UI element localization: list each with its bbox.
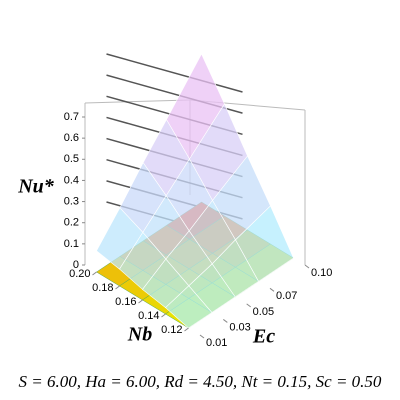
y-axis-title: Ec [252, 326, 275, 348]
x-tick-label: 0.16 [115, 296, 136, 308]
z-tick-label: 0.1 [64, 238, 79, 250]
x-tick [184, 327, 189, 332]
y-tick [269, 287, 275, 292]
x-axis-title: Nb [127, 324, 152, 346]
caption: S = 6.00, Ha = 6.00, Rd = 4.50, Nt = 0.1… [19, 372, 382, 391]
y-tick-label: 0.10 [311, 267, 332, 279]
y-tick-label: 0.07 [276, 290, 297, 302]
y-tick-label: 0.05 [253, 306, 274, 318]
x-tick-label: 0.18 [92, 282, 113, 294]
z-tick-label: 0 [73, 259, 79, 271]
y-tick-label: 0.03 [229, 321, 250, 333]
z-tick-label: 0.6 [64, 132, 79, 144]
y-tick [246, 303, 251, 308]
y-tick [199, 334, 205, 339]
grid-line [106, 53, 243, 93]
surface-patch [165, 285, 213, 329]
y-tick [304, 264, 310, 269]
z-tick-label: 0.4 [64, 174, 79, 186]
x-tick [161, 313, 166, 318]
y-tick-label: 0.01 [206, 337, 227, 349]
x-tick [115, 285, 120, 290]
x-tick-label: 0.20 [69, 268, 90, 280]
x-tick [92, 271, 97, 276]
box-edge [84, 99, 191, 104]
z-tick-label: 0.7 [64, 111, 79, 123]
x-tick-label: 0.14 [138, 310, 159, 322]
x-tick [138, 299, 143, 304]
y-tick [223, 319, 228, 323]
z-axis-title: Nu* [17, 176, 55, 198]
z-tick-label: 0.5 [64, 153, 79, 165]
x-tick-label: 0.12 [161, 324, 182, 336]
z-tick-label: 0.3 [64, 195, 79, 207]
z-tick-label: 0.2 [64, 217, 79, 229]
